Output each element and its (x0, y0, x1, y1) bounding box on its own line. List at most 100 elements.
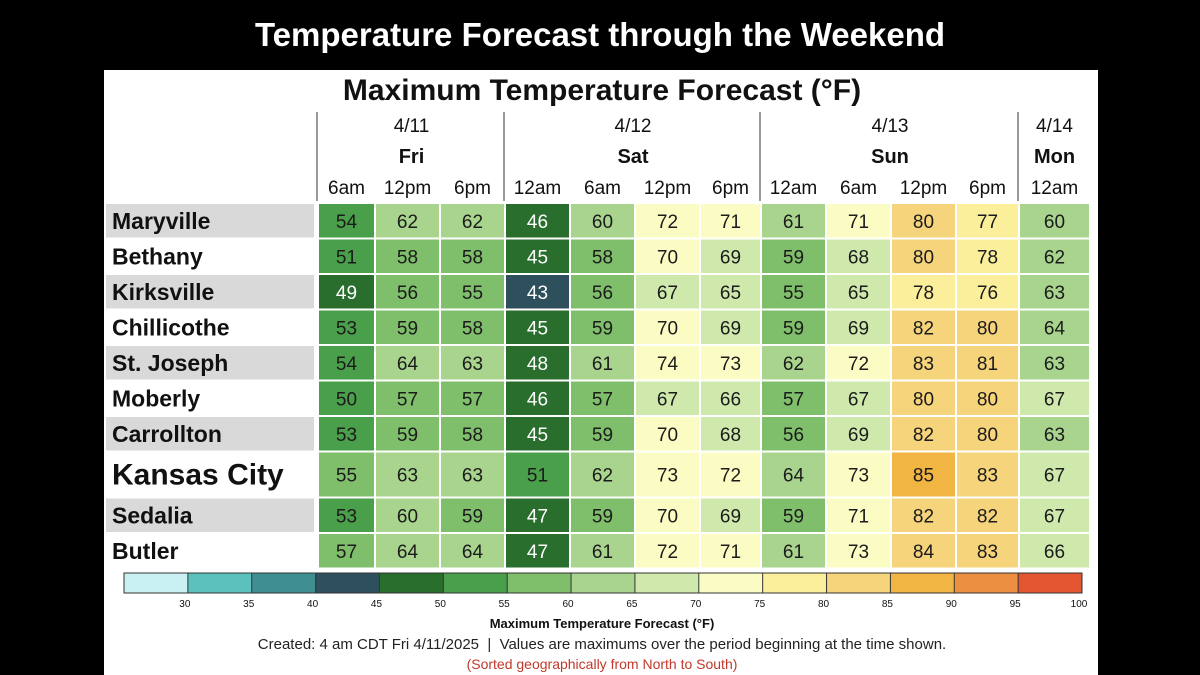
heatmap-chart: Maximum Temperature Forecast (°F) 4/11 Fr… (106, 74, 1090, 672)
cell-value: 62 (783, 354, 804, 375)
cell-value: 78 (913, 283, 934, 304)
heat-cell (505, 309, 570, 345)
heat-cell (826, 416, 891, 452)
city-row: Kansas City 55 63 63 51 62 73 72 64 73 85 83 67 (112, 451, 1090, 498)
cell-value: 71 (720, 542, 741, 563)
cell-value: 45 (527, 247, 548, 268)
legend-tick-label: 35 (243, 599, 255, 610)
city-label: Chillicothe (112, 314, 230, 340)
cell-value: 68 (720, 425, 741, 446)
row-band (106, 275, 314, 309)
city-row: Butler 57 64 64 47 61 72 71 61 73 84 83 66 (112, 533, 1090, 569)
heat-cell (891, 238, 956, 274)
time-label-0-1: 12pm (384, 178, 432, 199)
city-label: Butler (112, 538, 179, 564)
cell-value: 67 (1044, 389, 1065, 410)
legend-swatch (890, 573, 955, 593)
heat-cell (761, 451, 826, 498)
heat-cell (440, 380, 505, 416)
heat-cell (505, 380, 570, 416)
heat-cell (956, 533, 1019, 569)
cell-value: 80 (977, 389, 998, 410)
cell-value: 85 (913, 466, 934, 487)
cell-value: 66 (720, 389, 741, 410)
cell-value: 67 (1044, 506, 1065, 527)
legend-tick-label: 75 (754, 599, 766, 610)
heat-cell (440, 497, 505, 533)
heat-cell (761, 345, 826, 381)
time-label-1-3: 6pm (712, 178, 749, 199)
cell-value: 65 (848, 283, 869, 304)
legend-swatch (443, 573, 508, 593)
cell-value: 73 (720, 354, 741, 375)
heat-cell (761, 309, 826, 345)
heat-cell (505, 274, 570, 310)
time-label-2-1: 6am (840, 178, 877, 199)
heat-cell (505, 345, 570, 381)
city-label: Bethany (112, 243, 203, 269)
heat-cell (700, 309, 761, 345)
legend-swatch (571, 573, 635, 593)
heat-cell (956, 497, 1019, 533)
heat-cell (570, 416, 635, 452)
heat-cell (1019, 203, 1090, 239)
cell-value: 59 (397, 425, 418, 446)
cell-value: 62 (397, 212, 418, 233)
heat-cell (635, 309, 700, 345)
cell-value: 60 (397, 506, 418, 527)
heat-cell (891, 451, 956, 498)
cell-value: 73 (657, 466, 678, 487)
legend-swatch (251, 573, 316, 593)
cell-value: 54 (336, 212, 358, 233)
heat-cell (826, 380, 891, 416)
legend-swatch (187, 573, 252, 593)
cell-value: 67 (1044, 466, 1065, 487)
heat-cell (761, 238, 826, 274)
time-label-0-0: 6am (328, 178, 365, 199)
cell-value: 64 (1044, 318, 1066, 339)
cell-value: 43 (527, 283, 548, 304)
legend-swatch (634, 573, 699, 593)
heat-cell (1019, 345, 1090, 381)
cell-value: 57 (592, 389, 613, 410)
cell-value: 72 (848, 354, 869, 375)
legend-swatch (826, 573, 891, 593)
legend-tick-label: 55 (499, 599, 511, 610)
cell-value: 67 (657, 389, 678, 410)
heat-cell (318, 533, 375, 569)
heat-cell (440, 309, 505, 345)
cell-value: 53 (336, 318, 357, 339)
cell-value: 67 (848, 389, 869, 410)
cell-value: 69 (720, 247, 741, 268)
cell-value: 66 (1044, 542, 1065, 563)
cell-value: 55 (462, 283, 483, 304)
cell-value: 80 (913, 212, 934, 233)
day-date-1: 4/12 (615, 116, 652, 137)
city-row: Maryville 54 62 62 46 60 72 71 61 71 80 77 60 (106, 203, 1090, 239)
time-label-1-1: 6am (584, 178, 621, 199)
cell-value: 59 (592, 506, 613, 527)
heat-cell (570, 274, 635, 310)
cell-value: 64 (462, 542, 484, 563)
cell-value: 59 (397, 318, 418, 339)
heat-cell (635, 274, 700, 310)
color-legend: 30 35 40 45 50 55 60 65 70 75 80 85 90 95 100 (123, 572, 1088, 610)
heat-cell (761, 497, 826, 533)
heat-cell (375, 533, 440, 569)
column-headers: 4/11 Fri 6am 12pm 6pm 4/12 Sat 12am 6am 12pm 6pm 4/… (328, 116, 1078, 199)
cell-value: 53 (336, 506, 357, 527)
legend-swatch (379, 573, 444, 593)
cell-value: 56 (783, 425, 804, 446)
sort-note: (Sorted geographically from North to Sou… (467, 656, 738, 672)
heat-cell (570, 345, 635, 381)
heat-cell (570, 203, 635, 239)
day-date-2: 4/13 (872, 116, 909, 137)
heat-cell (440, 203, 505, 239)
heat-cell (700, 416, 761, 452)
heat-cell (505, 533, 570, 569)
city-row: Bethany 51 58 58 45 58 70 69 59 68 80 78 62 (112, 238, 1090, 274)
heat-cell (375, 309, 440, 345)
heat-cell (700, 497, 761, 533)
cell-value: 73 (848, 466, 869, 487)
cell-value: 59 (783, 506, 804, 527)
